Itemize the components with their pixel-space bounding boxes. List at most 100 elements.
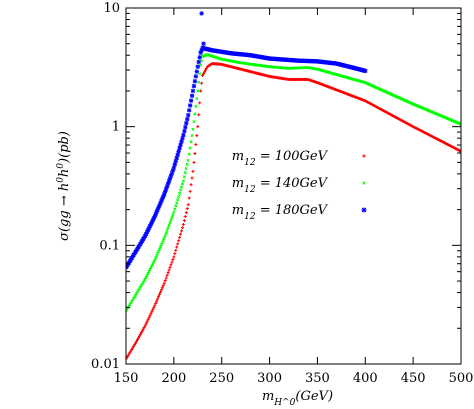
data-point [150, 264, 154, 268]
data-point [194, 69, 200, 74]
data-point [135, 339, 139, 343]
marker-stroke [193, 74, 198, 79]
data-point [175, 201, 179, 205]
data-point [176, 242, 180, 246]
marker-stroke [178, 191, 182, 195]
label-script: 0 [56, 177, 66, 183]
data-point [198, 101, 202, 105]
marker-stroke [188, 98, 194, 103]
label-script: 12 [244, 212, 256, 222]
marker-stroke [181, 132, 186, 138]
data-point [193, 74, 199, 79]
marker-stroke [185, 162, 189, 167]
data-point [194, 104, 198, 108]
marker-stroke [459, 123, 461, 126]
data-point [459, 122, 461, 126]
marker-stroke [192, 79, 198, 84]
data-point [195, 97, 199, 101]
data-point [195, 64, 200, 69]
marker-stroke [154, 256, 158, 260]
data-point [182, 175, 186, 179]
marker-stroke [166, 226, 170, 230]
data-point [130, 347, 134, 351]
marker-stroke [180, 182, 185, 186]
data-point [178, 235, 182, 239]
data-point [134, 341, 138, 345]
marker-stroke [193, 112, 197, 116]
marker-stroke [199, 63, 203, 67]
marker-stroke [194, 104, 198, 108]
label-text: m [232, 203, 244, 218]
y-tick-label: 1 [112, 120, 120, 135]
data-point [137, 334, 141, 338]
data-point [184, 166, 188, 171]
data-point [175, 152, 180, 157]
marker-stroke [144, 275, 148, 279]
marker-stroke [183, 171, 187, 175]
marker-stroke [173, 207, 177, 211]
data-point [192, 120, 196, 124]
data-point [172, 210, 176, 214]
marker-stroke [363, 68, 368, 74]
data-point [187, 196, 191, 200]
marker-stroke [184, 121, 189, 126]
data-point [126, 355, 129, 359]
data-point [185, 207, 189, 211]
data-point [186, 158, 190, 162]
data-point [146, 318, 150, 322]
label-text: h [57, 169, 72, 177]
data-point [160, 286, 164, 290]
data-point [180, 226, 184, 230]
data-point-outlier [199, 11, 204, 16]
data-point [186, 108, 192, 113]
marker-stroke [179, 185, 184, 189]
data-point [157, 295, 161, 299]
data-point [171, 213, 175, 217]
label-script: 0 [56, 163, 66, 169]
data-point [135, 338, 139, 342]
label-text: m [262, 389, 274, 404]
marker-stroke [190, 88, 196, 94]
marker-stroke [195, 64, 200, 69]
data-point [190, 176, 194, 180]
data-point [162, 281, 166, 285]
data-point [194, 143, 198, 147]
data-point [167, 268, 171, 272]
x-axis-label: mH^0(GeV) [262, 389, 333, 408]
marker-stroke [149, 266, 153, 270]
data-point [189, 183, 193, 187]
marker-stroke [162, 236, 166, 240]
data-point [143, 277, 147, 281]
data-point [188, 98, 194, 103]
data-point [459, 149, 461, 153]
marker-stroke [168, 221, 172, 225]
data-point [151, 262, 155, 266]
marker-stroke [194, 69, 199, 74]
marker-stroke [189, 140, 193, 144]
marker-stroke [161, 238, 165, 242]
marker-stroke [196, 89, 200, 93]
marker-stroke [197, 80, 201, 84]
marker-stroke [199, 11, 204, 16]
marker-stroke [362, 181, 366, 185]
marker-stroke [182, 175, 186, 179]
data-point [170, 215, 174, 219]
marker-stroke [164, 231, 168, 235]
data-point [166, 226, 170, 230]
marker-stroke [192, 120, 196, 124]
marker-stroke [156, 249, 161, 253]
data-point [136, 336, 140, 340]
data-point [199, 89, 203, 93]
marker-stroke [158, 245, 163, 249]
label-script: 12 [244, 158, 256, 168]
marker-stroke [187, 108, 192, 113]
data-point [143, 324, 147, 328]
marker-stroke [201, 41, 206, 46]
marker-stroke [186, 158, 190, 162]
y-axis-label: σ(gg → h0h0)(pb) [56, 131, 72, 241]
marker-stroke [151, 262, 155, 266]
data-point [129, 349, 133, 353]
data-point [142, 325, 146, 329]
